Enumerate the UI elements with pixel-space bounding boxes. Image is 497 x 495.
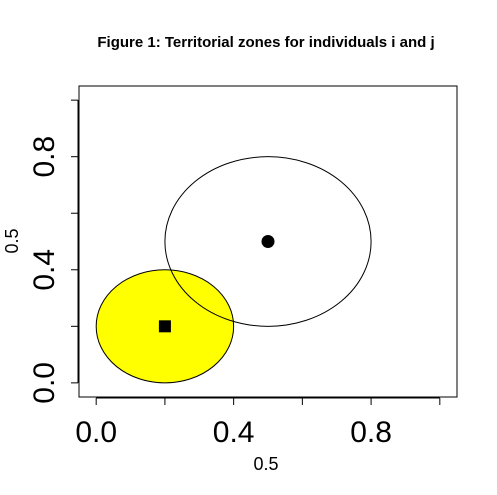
point-square-1 bbox=[158, 320, 171, 333]
chart-title: Figure 1: Territorial zones for individu… bbox=[97, 34, 434, 51]
x-axis-label: 0.5 bbox=[253, 454, 278, 474]
x-axis: 0.0 0.4 0.8 bbox=[75, 397, 441, 449]
x-tick-label: 0.8 bbox=[350, 416, 392, 449]
points-layer bbox=[158, 235, 275, 333]
y-axis: 0.0 0.4 0.8 bbox=[28, 99, 79, 404]
y-axis-label: 0.5 bbox=[2, 228, 22, 253]
plot-frame bbox=[78, 85, 458, 398]
circles-layer bbox=[95, 156, 372, 384]
x-tick-label: 0.0 bbox=[75, 416, 117, 449]
point-circle-2 bbox=[261, 235, 275, 248]
y-tick-label: 0.0 bbox=[28, 362, 61, 404]
y-tick-label: 0.8 bbox=[28, 136, 61, 178]
territory-circle-2 bbox=[164, 156, 372, 327]
y-tick-label: 0.4 bbox=[28, 249, 61, 291]
x-tick-label: 0.4 bbox=[213, 416, 255, 449]
